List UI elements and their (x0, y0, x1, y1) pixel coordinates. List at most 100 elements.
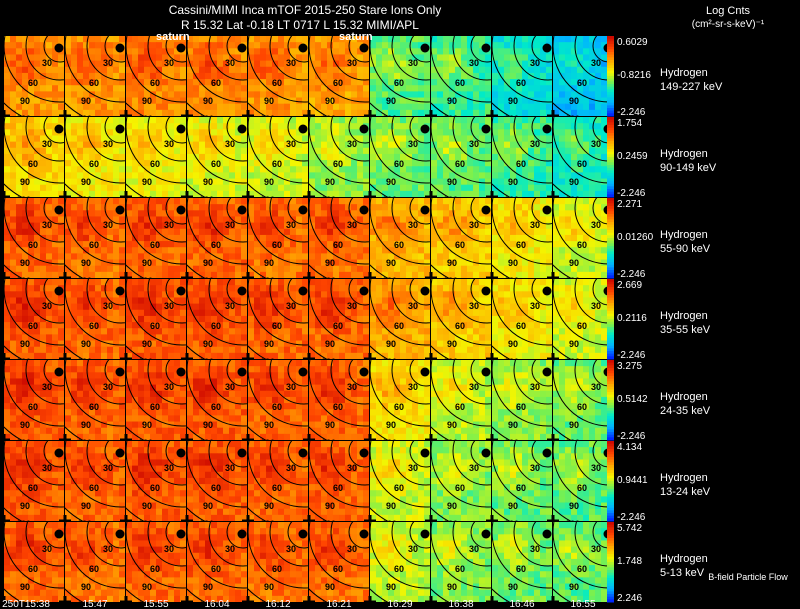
heatmap-cell (168, 291, 175, 298)
heatmap-cell (199, 97, 206, 105)
heatmap-cell (382, 210, 389, 217)
heatmap-cell (156, 253, 163, 260)
heatmap-cell (406, 97, 413, 105)
heatmap-cell (241, 103, 247, 111)
heatmap-cell (223, 91, 230, 98)
heatmap-cell (46, 42, 53, 49)
heatmap-cell (205, 123, 212, 130)
heatmap-cell (168, 66, 175, 74)
heatmap-cell (28, 265, 35, 273)
heatmap-cell (583, 129, 590, 136)
heatmap-cell (150, 265, 157, 273)
heatmap-cell (290, 103, 297, 111)
heatmap-cell (174, 97, 181, 105)
contour-label: 120 (16, 357, 31, 367)
heatmap-cell (138, 328, 145, 335)
heatmap-cell (144, 172, 151, 179)
heatmap-cell (400, 271, 407, 278)
heatmap-cell (601, 36, 608, 43)
heatmap-cell (199, 352, 206, 359)
heatmap-cell (150, 190, 157, 197)
heatmap-cell (28, 153, 35, 161)
heatmap-cell (516, 123, 523, 130)
contour-line (370, 117, 430, 184)
heatmap-cell (553, 123, 560, 130)
saturn-icon (359, 43, 369, 53)
heatmap-cell (254, 109, 261, 116)
heatmap-cell (418, 36, 425, 43)
heatmap-cell (278, 42, 285, 49)
heatmap-cell (162, 216, 169, 224)
heatmap-cell (71, 66, 78, 74)
heatmap-cell (376, 66, 383, 74)
heatmap-cell (321, 85, 328, 92)
heatmap-cell (601, 198, 608, 205)
heatmap-cell (34, 36, 41, 43)
colorbar-segment (607, 194, 614, 198)
heatmap-cell (168, 129, 175, 136)
heatmap-cell (229, 198, 236, 205)
colorbar-segment (607, 122, 614, 126)
heatmap-cell (187, 322, 194, 329)
heatmap-cell (52, 123, 59, 130)
heatmap-cell (156, 190, 163, 197)
heatmap-cell (132, 247, 139, 254)
colorbar-segment (607, 57, 614, 61)
heatmap-cell (119, 340, 125, 348)
heatmap-cell (498, 222, 505, 230)
heatmap-cell (223, 271, 230, 278)
heatmap-cell (546, 141, 552, 149)
heatmap-cell (345, 109, 352, 116)
colorbar-segment (607, 256, 614, 260)
heatmap-cell (168, 160, 175, 167)
heatmap-cell (46, 303, 53, 311)
heatmap-cell (16, 279, 23, 286)
heatmap-cell (83, 247, 90, 254)
heatmap-cell (58, 147, 64, 155)
heatmap-cell (376, 135, 383, 143)
heatmap-cell (199, 234, 206, 242)
heatmap-cell (522, 103, 529, 111)
contour-line (43, 279, 64, 306)
heatmap-cell (309, 253, 316, 260)
heatmap-cell (412, 36, 419, 43)
heatmap-cell (132, 178, 139, 186)
heatmap-cell (211, 79, 218, 86)
heatmap-cell (467, 79, 474, 86)
heatmap-cell (424, 190, 430, 197)
heatmap-cell (406, 135, 413, 143)
heatmap-cell (315, 166, 322, 173)
heatmap-cell (71, 103, 78, 111)
contour-line (65, 117, 125, 184)
heatmap-cell (284, 97, 291, 105)
heatmap-cell (107, 265, 114, 273)
heatmap-cell (235, 135, 242, 143)
heatmap-cell (455, 103, 462, 111)
contour-label: 30 (469, 58, 479, 68)
heatmap-cell (126, 97, 133, 105)
heatmap-cell (461, 72, 468, 80)
heatmap-cell (126, 166, 133, 173)
heatmap-cell (309, 271, 316, 278)
heatmap-cell (406, 36, 413, 43)
contour-label: 120 (16, 195, 31, 205)
heatmap-cell (95, 184, 102, 192)
heatmap-cell (40, 352, 47, 359)
heatmap-cell (65, 160, 72, 167)
heatmap-cell (89, 228, 96, 236)
heatmap-cell (248, 322, 255, 329)
heatmap-cell (601, 234, 608, 242)
heatmap-cell (272, 204, 279, 211)
heatmap-cell (333, 79, 340, 86)
heatmap-cell (492, 271, 499, 278)
heatmap-cell (412, 123, 419, 130)
heatmap-cell (467, 271, 474, 278)
heatmap-cell (58, 309, 64, 317)
heatmap-cell (254, 279, 261, 286)
heatmap-cell (71, 123, 78, 130)
heatmap-cell (248, 315, 255, 323)
heatmap-cell (199, 184, 206, 192)
heatmap-cell (138, 228, 145, 236)
heatmap-cell (40, 117, 47, 124)
